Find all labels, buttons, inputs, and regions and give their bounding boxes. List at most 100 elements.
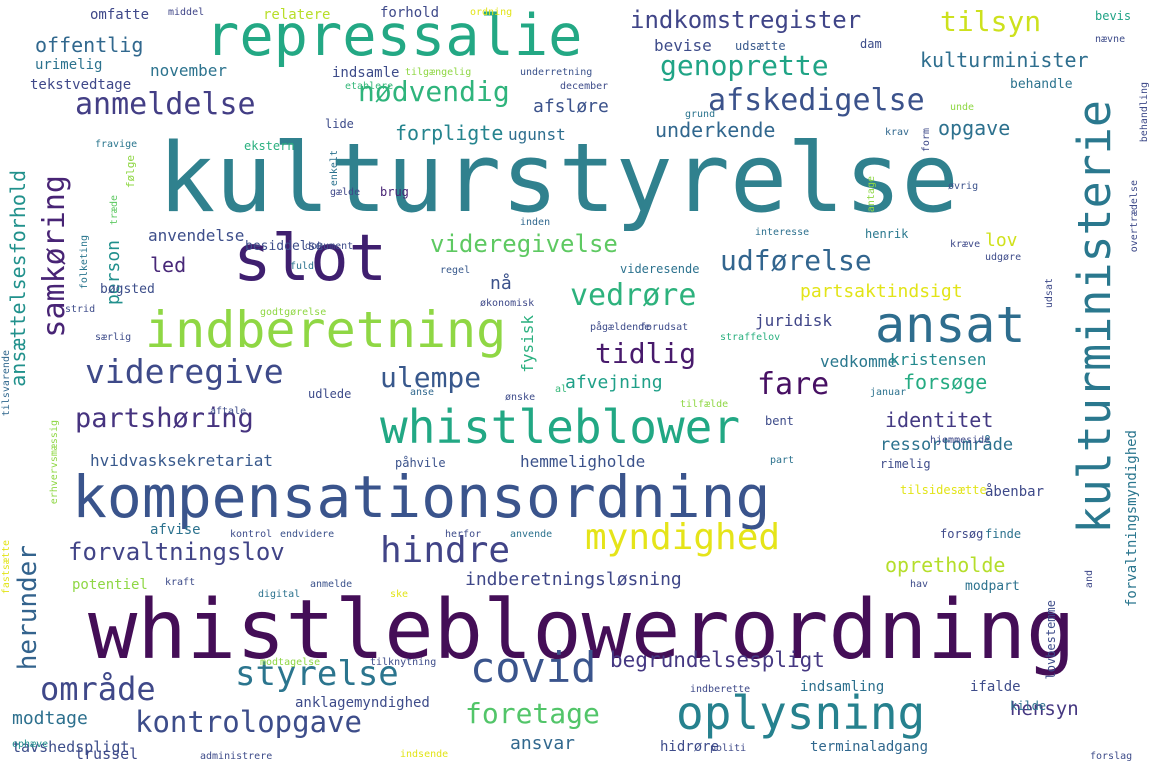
cloud-word: erhvervsmæssig bbox=[49, 420, 60, 505]
cloud-word: overtrædelse bbox=[1129, 180, 1140, 253]
cloud-word: offentlig bbox=[35, 33, 144, 57]
cloud-word: whistleblowerordning bbox=[88, 583, 1076, 678]
cloud-word: part bbox=[770, 455, 795, 466]
cloud-word: foretage bbox=[465, 697, 600, 730]
cloud-word: fysisk bbox=[518, 315, 537, 373]
cloud-word: regel bbox=[440, 265, 471, 276]
cloud-word: bent bbox=[765, 414, 794, 428]
cloud-word: krav bbox=[885, 127, 910, 138]
cloud-word: anmelde bbox=[310, 579, 353, 590]
cloud-word: slot bbox=[233, 222, 388, 296]
cloud-word: økonomisk bbox=[480, 298, 535, 309]
cloud-word: forpligte bbox=[395, 121, 504, 145]
cloud-word: oplysning bbox=[676, 686, 926, 740]
cloud-word: kilde bbox=[1010, 699, 1047, 713]
cloud-word: kulturstyrelse bbox=[158, 124, 959, 234]
cloud-word: nødvendig bbox=[358, 75, 510, 108]
cloud-word: bøgsted bbox=[100, 282, 155, 297]
cloud-word: hvidvasksekretariat bbox=[90, 451, 274, 470]
cloud-word: interesse bbox=[755, 227, 810, 238]
cloud-word: underkende bbox=[655, 118, 776, 142]
cloud-word: kulturminister bbox=[920, 48, 1089, 72]
cloud-word: tilsidesætte bbox=[900, 483, 987, 497]
cloud-word: anmeldelse bbox=[75, 87, 256, 122]
cloud-word: behandle bbox=[1010, 77, 1073, 92]
cloud-word: fuld bbox=[290, 261, 315, 272]
cloud-word: nå bbox=[490, 273, 512, 294]
cloud-word: grund bbox=[685, 109, 716, 120]
cloud-word: januar bbox=[870, 387, 907, 398]
cloud-word: kristensen bbox=[890, 350, 987, 369]
cloud-word: ønske bbox=[505, 392, 536, 403]
cloud-word: træde bbox=[109, 195, 120, 226]
cloud-word: trussel bbox=[75, 745, 139, 763]
cloud-word: strid bbox=[65, 304, 96, 315]
cloud-word: middel bbox=[168, 7, 205, 18]
cloud-word: identitet bbox=[885, 408, 994, 432]
cloud-word: kraft bbox=[165, 577, 196, 588]
cloud-word: ekstern bbox=[244, 139, 295, 153]
cloud-word: whistleblower bbox=[380, 400, 741, 454]
cloud-word: henrik bbox=[865, 227, 909, 241]
cloud-word: tilknytning bbox=[370, 657, 437, 668]
cloud-word: modpart bbox=[965, 579, 1020, 594]
cloud-word: ansvar bbox=[510, 733, 576, 754]
cloud-word: hindre bbox=[380, 530, 511, 571]
cloud-word: særlig bbox=[95, 332, 132, 343]
cloud-word: forvaltningslov bbox=[68, 538, 285, 566]
cloud-word: hav bbox=[910, 579, 929, 590]
cloud-word: potentiel bbox=[72, 577, 148, 593]
cloud-word: indberetning bbox=[145, 301, 507, 359]
cloud-word: ulempe bbox=[380, 361, 482, 394]
cloud-word: kulturministerie bbox=[1068, 100, 1121, 534]
cloud-word: hidrøre bbox=[660, 739, 720, 755]
cloud-word: brug bbox=[380, 185, 409, 199]
cloud-word: tilsvarende bbox=[1, 350, 12, 417]
cloud-word: afvejning bbox=[565, 372, 663, 393]
cloud-word: fastsætte bbox=[1, 540, 12, 595]
cloud-word: dam bbox=[860, 37, 882, 51]
cloud-word: hemmeligholde bbox=[520, 452, 646, 471]
cloud-word: anse bbox=[410, 387, 435, 398]
cloud-word: repressalie bbox=[205, 3, 583, 69]
cloud-word: påhvile bbox=[395, 456, 446, 470]
cloud-word: besiddelse bbox=[245, 239, 324, 254]
cloud-word: åbenbar bbox=[985, 484, 1045, 500]
cloud-word: led bbox=[150, 253, 187, 277]
cloud-word: anklagemyndighed bbox=[295, 695, 430, 711]
cloud-word: terminaladgang bbox=[810, 739, 929, 755]
cloud-word: pågældende bbox=[590, 322, 651, 333]
cloud-word: bevise bbox=[654, 36, 712, 55]
cloud-word: godtgørelse bbox=[260, 307, 327, 318]
cloud-word: fare bbox=[757, 367, 830, 402]
cloud-word: partsaktindsigt bbox=[800, 281, 963, 302]
cloud-word: finde bbox=[985, 527, 1022, 541]
cloud-word: urimelig bbox=[35, 57, 103, 73]
cloud-word: kompensationsordning bbox=[72, 463, 771, 531]
cloud-word: etablere bbox=[345, 81, 394, 92]
cloud-word: tilsyn bbox=[940, 5, 1042, 38]
cloud-word: herunder bbox=[13, 545, 43, 671]
cloud-word: indsamling bbox=[800, 679, 885, 695]
cloud-word: herfor bbox=[445, 529, 482, 540]
cloud-word: folketing bbox=[79, 235, 90, 290]
cloud-word: and bbox=[1084, 570, 1095, 589]
cloud-word: kontrolopgave bbox=[135, 705, 362, 739]
cloud-word: ophæve bbox=[12, 739, 49, 750]
cloud-word: anvendelse bbox=[148, 226, 245, 245]
cloud-word: juridisk bbox=[755, 311, 833, 330]
cloud-word: vedkomme bbox=[820, 352, 898, 371]
cloud-word: aftale bbox=[210, 406, 247, 417]
cloud-word: udførelse bbox=[720, 244, 872, 277]
cloud-word: tilfælde bbox=[680, 399, 729, 410]
cloud-word: ifalde bbox=[970, 679, 1021, 695]
cloud-word: begrundelsespligt bbox=[610, 648, 825, 672]
cloud-word: videregivelse bbox=[430, 230, 618, 258]
cloud-word: fravige bbox=[95, 139, 138, 150]
cloud-word: område bbox=[40, 670, 156, 708]
cloud-word: afvise bbox=[150, 522, 201, 538]
cloud-word: lov bbox=[985, 230, 1018, 251]
cloud-word: relatere bbox=[263, 7, 331, 23]
cloud-word: hjemmeside bbox=[930, 435, 991, 446]
